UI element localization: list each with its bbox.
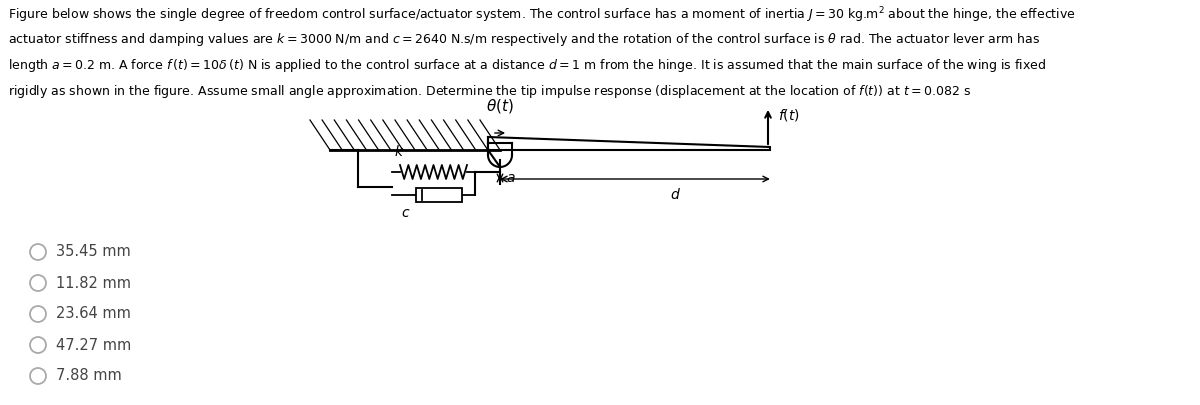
Text: 11.82 mm: 11.82 mm bbox=[56, 275, 131, 290]
Text: $a$: $a$ bbox=[506, 171, 516, 185]
Text: 35.45 mm: 35.45 mm bbox=[56, 245, 131, 260]
Text: $f(t)$: $f(t)$ bbox=[778, 107, 800, 123]
Text: $\theta(t)$: $\theta(t)$ bbox=[486, 97, 514, 115]
Text: length $a = 0.2$ m. A force $f\,(t) = 10\delta\,(t)$ N is applied to the control: length $a = 0.2$ m. A force $f\,(t) = 10… bbox=[8, 57, 1046, 74]
Text: 23.64 mm: 23.64 mm bbox=[56, 307, 131, 322]
Text: $c$: $c$ bbox=[401, 206, 410, 220]
Text: 47.27 mm: 47.27 mm bbox=[56, 337, 131, 352]
Text: rigidly as shown in the figure. Assume small angle approximation. Determine the : rigidly as shown in the figure. Assume s… bbox=[8, 83, 971, 100]
Text: Figure below shows the single degree of freedom control surface/actuator system.: Figure below shows the single degree of … bbox=[8, 5, 1076, 25]
Text: $d$: $d$ bbox=[670, 187, 680, 202]
Bar bbox=[415, 188, 462, 202]
Text: 7.88 mm: 7.88 mm bbox=[56, 369, 121, 384]
Text: actuator stiffness and damping values are $k = 3000$ N/m and $c = 2640$ N.s/m re: actuator stiffness and damping values ar… bbox=[8, 31, 1040, 48]
Text: $k$: $k$ bbox=[394, 144, 404, 159]
Polygon shape bbox=[488, 137, 770, 150]
